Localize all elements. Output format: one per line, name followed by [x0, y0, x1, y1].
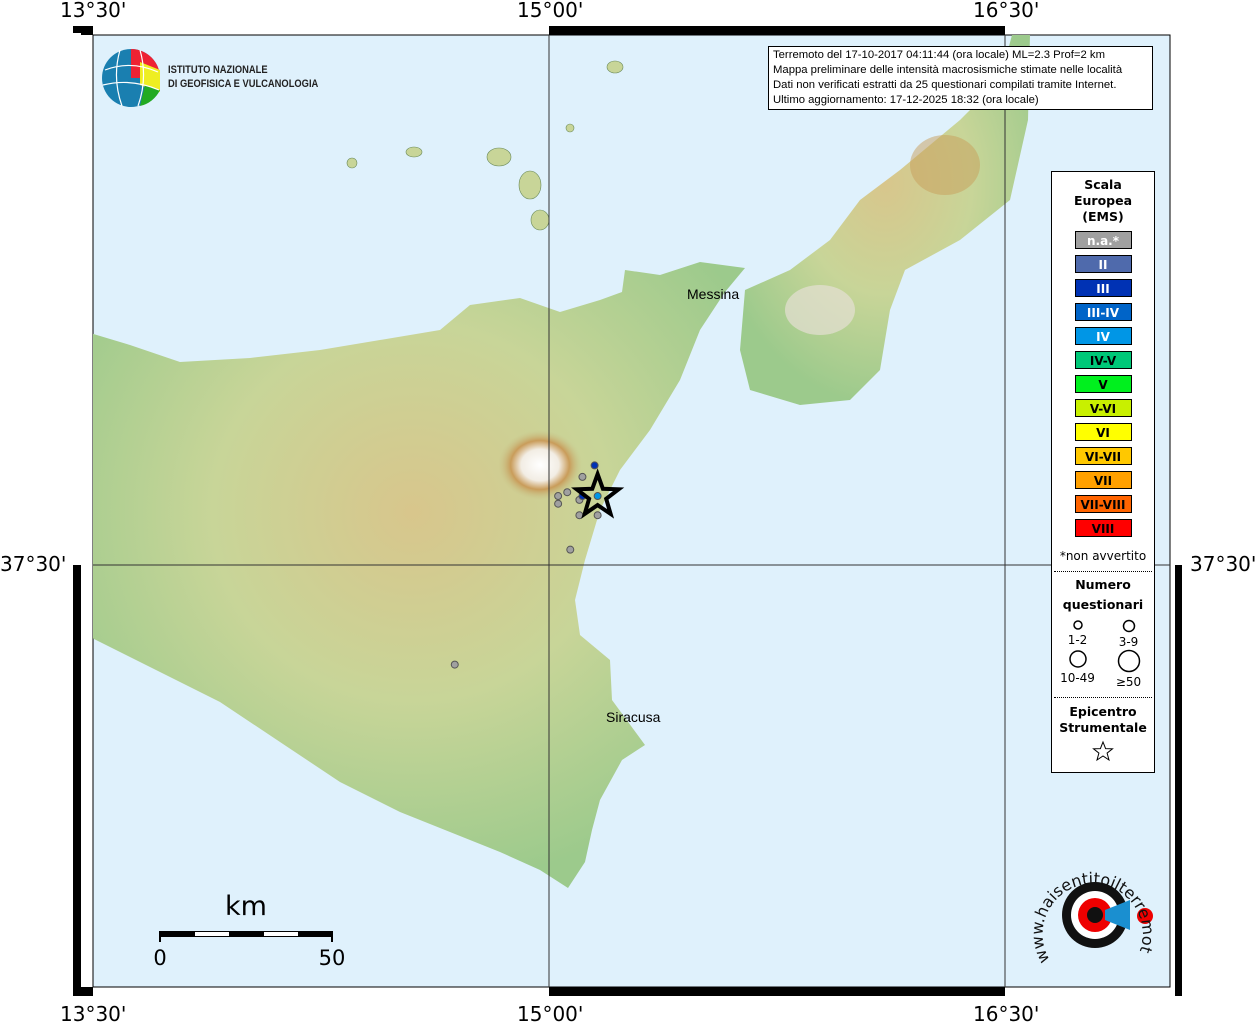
- lon-label-bottom-left: 13°30': [60, 1002, 127, 1026]
- epicenter-title: Epicentro Strumentale: [1059, 704, 1147, 735]
- ems-swatch: III-IV: [1074, 303, 1132, 321]
- intensity-point[interactable]: [450, 660, 459, 669]
- ems-swatch: V: [1074, 375, 1132, 393]
- legend-title: Scala Europea (EMS): [1073, 177, 1133, 224]
- lon-label-bottom-right: 16°30': [973, 1002, 1040, 1026]
- ems-scale: n.a.* II III III-IV IV IV-V V V-VI VI VI-VII VII VI…: [1052, 231, 1154, 537]
- svg-text:0: 0: [153, 946, 166, 970]
- scale-bar: km 0 50: [153, 891, 345, 970]
- ems-swatch: VIII: [1074, 519, 1132, 537]
- legend: Scala Europea (EMS) n.a.* II III III-IV IV IV-V…: [1051, 171, 1155, 773]
- lon-label-top-mid: 15°00': [517, 0, 584, 22]
- lon-label-top-left: 13°30': [60, 0, 127, 22]
- ems-swatch: IV-V: [1074, 351, 1132, 369]
- intensity-point[interactable]: [593, 492, 602, 501]
- ems-swatch: VII: [1074, 471, 1132, 489]
- place-siracusa: Siracusa: [606, 709, 661, 725]
- place-messina: Messina: [687, 286, 740, 302]
- intensity-point[interactable]: [566, 545, 575, 554]
- event-info-box: Terremoto del 17-10-2017 04:11:44 (ora l…: [768, 46, 1153, 110]
- lon-label-top-right: 16°30': [973, 0, 1040, 22]
- count-title: Numero questionari: [1062, 577, 1144, 612]
- lat-label-right: 37°30': [1190, 552, 1255, 576]
- ems-swatch: III: [1074, 279, 1132, 297]
- intensity-point[interactable]: [563, 488, 572, 497]
- ems-swatch: VII-VIII: [1074, 495, 1132, 513]
- ems-swatch: IV: [1074, 327, 1132, 345]
- legend-note: *non avvertito: [1059, 549, 1147, 563]
- intensity-points: [450, 461, 602, 669]
- lat-label-left: 37°30': [0, 552, 67, 576]
- intensity-point[interactable]: [593, 511, 602, 520]
- ems-swatch: VI: [1074, 423, 1132, 441]
- count-sizes: 1-2 3-9 10-49 ≥50: [1052, 619, 1154, 689]
- intensity-point[interactable]: [590, 461, 599, 470]
- ems-swatch: n.a.*: [1074, 231, 1132, 249]
- ems-swatch: II: [1074, 255, 1132, 273]
- aeolian-islands: [346, 60, 624, 231]
- intensity-point[interactable]: [578, 472, 587, 481]
- ems-swatch: VI-VII: [1074, 447, 1132, 465]
- intensity-point[interactable]: [554, 492, 563, 501]
- intensity-point[interactable]: [554, 499, 563, 508]
- sicily-landmass: [93, 262, 745, 888]
- svg-text:km: km: [225, 891, 267, 922]
- ingv-name: ISTITUTO NAZIONALE DI GEOFISICA E VULCANO…: [168, 64, 319, 90]
- lon-label-bottom-mid: 15°00': [517, 1002, 584, 1026]
- frame-ticks: [73, 26, 1182, 996]
- star-icon: [1092, 740, 1114, 762]
- svg-text:50: 50: [319, 946, 346, 970]
- etna: [498, 430, 582, 500]
- epicenter-star[interactable]: [571, 468, 625, 519]
- ingv-logo: [102, 49, 160, 107]
- ems-swatch: V-VI: [1074, 399, 1132, 417]
